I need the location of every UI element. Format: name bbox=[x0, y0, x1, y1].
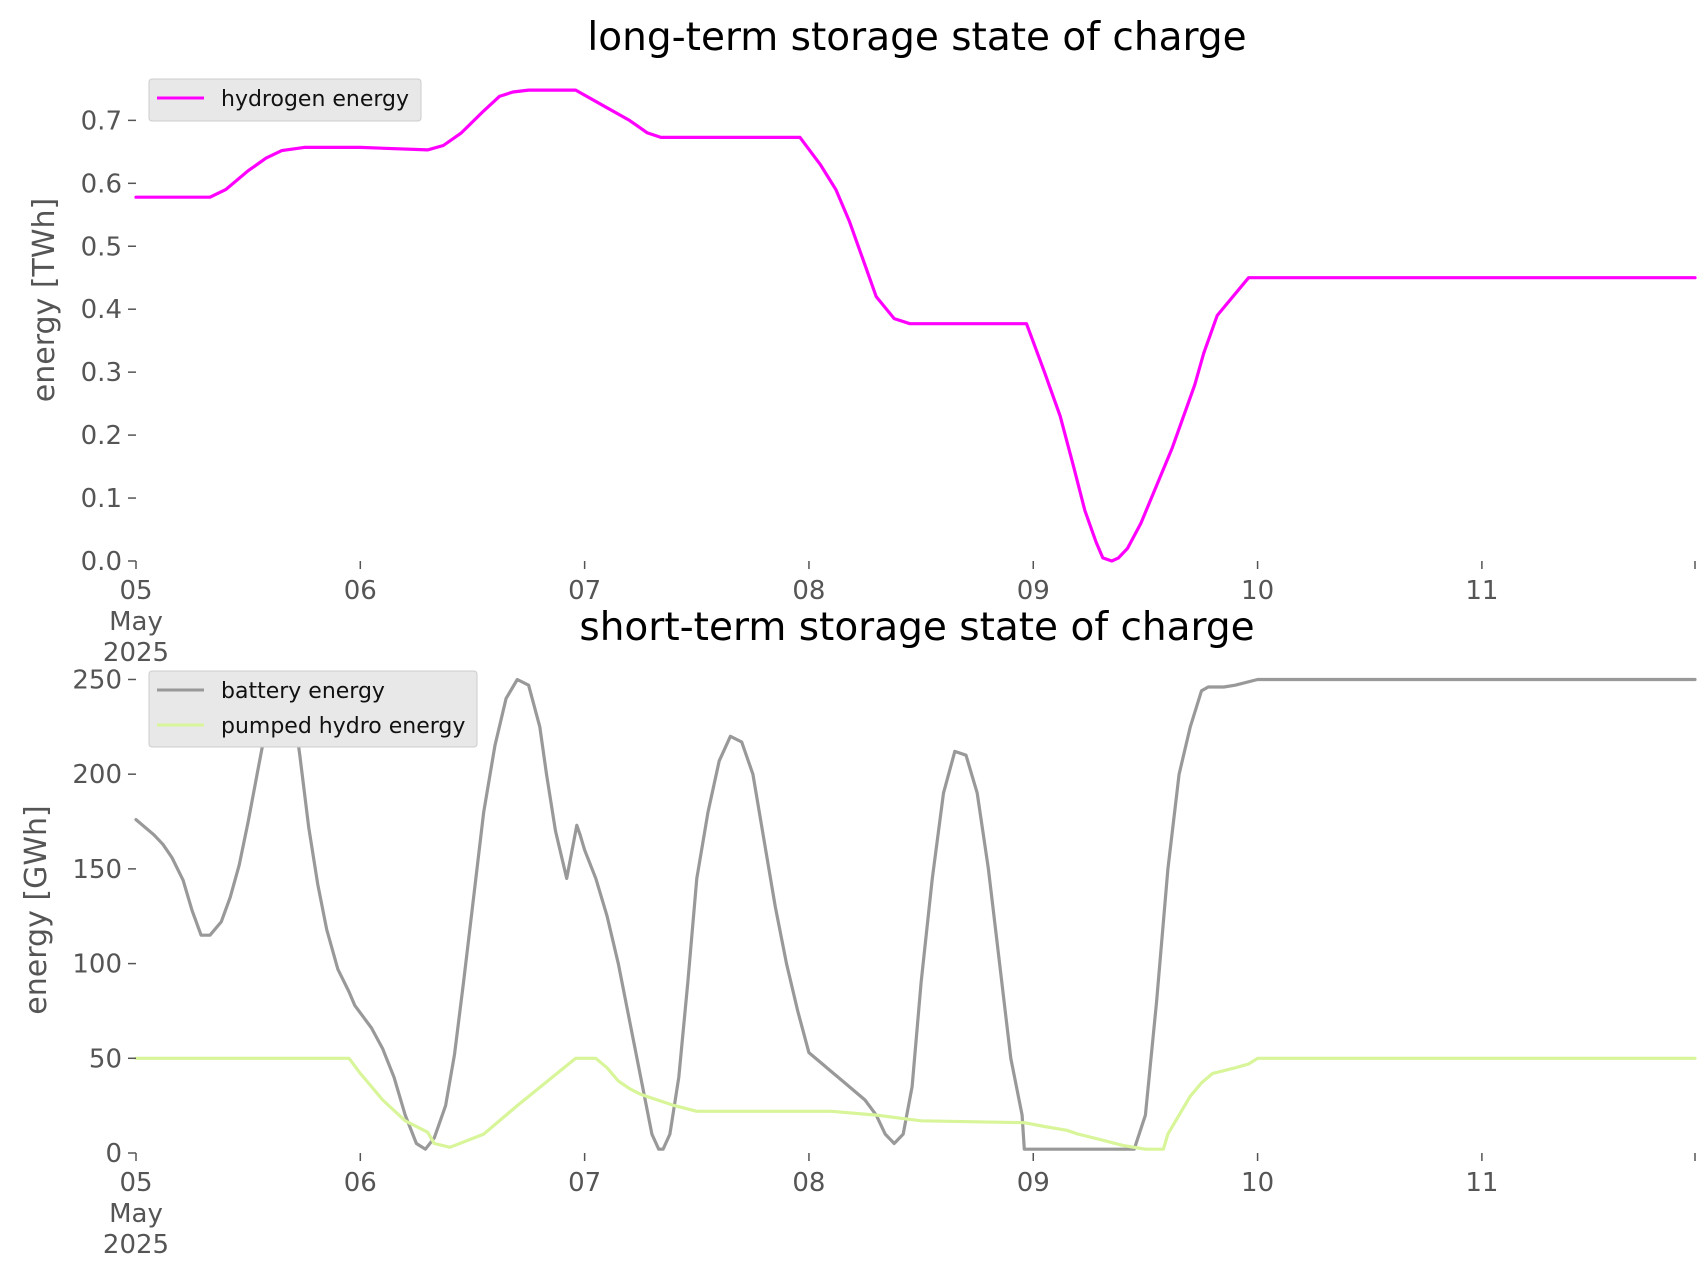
y-tick-label: 0.7 bbox=[81, 106, 122, 136]
plot-area bbox=[134, 88, 1697, 563]
x-tick-label: 05 May 2025 bbox=[103, 576, 169, 668]
legend-label-pumped-hydro: pumped hydro energy bbox=[221, 714, 465, 739]
y-tick-label: 0.4 bbox=[81, 295, 122, 325]
y-tick-label: 50 bbox=[89, 1044, 122, 1074]
legend-box bbox=[148, 78, 422, 122]
y-tick-label: 0.5 bbox=[81, 232, 122, 262]
series-line-hydrogen-energy bbox=[134, 88, 1697, 563]
x-tick-label: 10 bbox=[1241, 576, 1274, 606]
legend-box bbox=[148, 670, 478, 748]
y-tick-label: 0.3 bbox=[81, 358, 122, 388]
short-term-panel: short-term storage state of charge energ… bbox=[19, 605, 1697, 1260]
x-tick-label: 07 bbox=[568, 576, 601, 606]
axes: 0.0 0.1 0.2 0.3 0.4 0.5 0.6 0.7 05 May 2025 06 07 08 0… bbox=[81, 106, 1696, 668]
legend: hydrogen energy bbox=[148, 78, 422, 122]
x-tick-label: 11 bbox=[1465, 1168, 1498, 1198]
y-tick-label: 0.6 bbox=[81, 169, 122, 199]
y-tick-label: 0.2 bbox=[81, 421, 122, 451]
chart-title: short-term storage state of charge bbox=[579, 605, 1254, 650]
x-tick-label: 08 bbox=[792, 1168, 825, 1198]
series-line-battery-energy bbox=[134, 677, 1697, 1151]
y-axis-label: energy [TWh] bbox=[27, 198, 62, 402]
legend-label-hydrogen: hydrogen energy bbox=[221, 87, 409, 112]
legend: battery energy pumped hydro energy bbox=[148, 670, 478, 748]
x-tick-label: 10 bbox=[1241, 1168, 1274, 1198]
y-tick-label: 0.0 bbox=[81, 547, 122, 577]
x-tick-label: 07 bbox=[568, 1168, 601, 1198]
x-tick-label: 06 bbox=[344, 576, 377, 606]
y-tick-label: 250 bbox=[72, 665, 122, 695]
long-term-panel: long-term storage state of charge energy… bbox=[27, 15, 1697, 668]
y-tick-label: 0 bbox=[105, 1139, 122, 1169]
axes: 0 50 100 150 200 250 05 May 2025 06 07 08 09 10 11 bbox=[72, 665, 1696, 1260]
y-axis-label: energy [GWh] bbox=[19, 805, 54, 1014]
x-tick-label: 08 bbox=[792, 576, 825, 606]
chart-title: long-term storage state of charge bbox=[587, 15, 1246, 60]
y-tick-label: 0.1 bbox=[81, 484, 122, 514]
y-tick-label: 100 bbox=[72, 950, 122, 980]
x-tick-label: 11 bbox=[1465, 576, 1498, 606]
series-line-pumped-hydro-energy bbox=[134, 1056, 1697, 1151]
y-tick-label: 200 bbox=[72, 760, 122, 790]
x-tick-label: 09 bbox=[1017, 576, 1050, 606]
x-tick-label: 09 bbox=[1017, 1168, 1050, 1198]
legend-label-battery: battery energy bbox=[221, 679, 385, 704]
x-tick-label: 05 May 2025 bbox=[103, 1168, 169, 1260]
x-tick-label: 06 bbox=[344, 1168, 377, 1198]
plot-area bbox=[134, 677, 1697, 1151]
y-tick-label: 150 bbox=[72, 855, 122, 885]
